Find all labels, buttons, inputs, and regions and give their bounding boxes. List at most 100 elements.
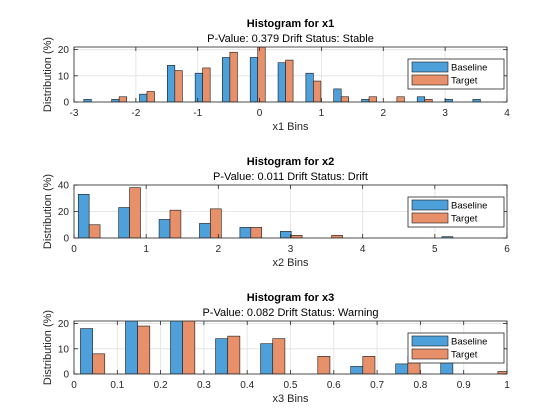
legend-swatch-baseline	[411, 335, 449, 347]
chart-title: Histogram for x2	[247, 156, 334, 168]
bar-baseline	[416, 96, 426, 102]
bar-baseline	[167, 65, 176, 102]
x-tick-label: 3	[442, 108, 448, 119]
bar-target	[396, 96, 405, 102]
x-tick-label: -2	[131, 108, 140, 119]
chart-title: Histogram for x3	[247, 292, 334, 304]
y-tick-label: 0	[63, 234, 69, 245]
x-axis-label: x3 Bins	[272, 393, 309, 405]
y-tick-label: 40	[58, 181, 70, 192]
x-tick-label: 0.7	[370, 380, 384, 391]
bar-target	[497, 371, 507, 374]
bar-baseline	[305, 72, 314, 102]
bar-baseline	[333, 88, 342, 102]
chart-title: Histogram for x1	[247, 18, 334, 30]
y-axis-label: Distribution (%)	[42, 310, 54, 385]
legend-label-baseline: Baseline	[451, 201, 487, 212]
y-tick-label: 10	[58, 71, 70, 82]
legend: Baseline Target	[407, 196, 505, 228]
bar-baseline	[118, 207, 130, 238]
bar-target	[92, 353, 106, 374]
bar-baseline	[395, 363, 409, 374]
bar-target	[362, 356, 376, 374]
bar-target	[290, 235, 303, 238]
axes-box	[73, 46, 508, 103]
bar-target	[88, 224, 101, 238]
chart-subtitle: P-Value: 0.379 Drift Status: Stable	[207, 33, 374, 45]
bar-target	[250, 227, 263, 238]
bar-target	[272, 338, 286, 374]
legend-label-baseline: Baseline	[451, 63, 487, 74]
legend-swatch-target	[411, 348, 449, 360]
bar-group	[83, 47, 481, 102]
bar-baseline	[215, 338, 229, 374]
bar-baseline	[77, 193, 90, 238]
bar-baseline	[158, 219, 171, 238]
x-tick-label: 0	[257, 108, 263, 119]
bar-baseline	[350, 366, 364, 374]
x-tick-label: 0.9	[457, 380, 471, 391]
bar-baseline	[441, 236, 454, 238]
x-tick-label: 4	[504, 108, 510, 119]
bar-target	[202, 67, 211, 102]
bar-target	[129, 187, 141, 238]
bar-target	[174, 70, 183, 102]
x-tick-label: 5	[432, 244, 438, 255]
x-tick-label: 2	[381, 108, 387, 119]
legend-swatch-target	[411, 74, 449, 86]
legend-label-baseline: Baseline	[451, 337, 487, 348]
histogram-panel-2: 0 1 2 3 4 5 6 0 20 40 Histogram for x2 P-Value: 0.0…	[42, 156, 510, 269]
x-tick-label: 1	[143, 244, 149, 255]
y-tick-label: 0	[63, 370, 69, 381]
bar-target	[210, 208, 222, 238]
x-tick-label: 0.1	[110, 380, 124, 391]
legend-swatch-baseline	[411, 199, 449, 211]
chart-subtitle: P-Value: 0.082 Drift Status: Warning	[202, 307, 378, 319]
legend-swatch-baseline	[411, 61, 449, 73]
y-axis-label: Distribution (%)	[42, 37, 54, 112]
y-tick-label: 20	[58, 207, 70, 218]
x-tick-label: 2	[216, 244, 222, 255]
bar-baseline	[139, 93, 148, 102]
histogram-panel-1: -3 -2 -1 0 1 2 3 4 0 10 20 Histogram for x1 P-Value:…	[42, 18, 510, 133]
bar-baseline	[260, 343, 274, 374]
y-axis-label: Distribution (%)	[42, 174, 54, 249]
bar-baseline	[280, 231, 292, 238]
bar-baseline	[199, 223, 211, 238]
x-tick-label: 0.4	[240, 380, 254, 391]
bar-target	[285, 59, 294, 102]
bar-target	[368, 96, 377, 102]
bar-baseline	[125, 321, 138, 374]
x-tick-label: 1	[504, 380, 510, 391]
bar-baseline	[249, 57, 259, 102]
x-tick-label: 1	[319, 108, 325, 119]
x-tick-label: 0.5	[284, 380, 298, 391]
legend-label-target: Target	[451, 350, 478, 361]
bar-baseline	[239, 227, 252, 238]
x-tick-label: 0.3	[197, 380, 211, 391]
x-axis-label: x1 Bins	[272, 121, 309, 133]
bar-target	[331, 235, 343, 238]
bar-target	[118, 96, 127, 102]
bar-target	[229, 51, 238, 102]
bar-baseline	[194, 72, 203, 102]
legend-label-target: Target	[451, 214, 478, 225]
bar-target	[227, 335, 241, 374]
bar-baseline	[222, 57, 231, 102]
bar-target	[257, 47, 266, 102]
bar-target	[146, 91, 155, 102]
y-tick-label: 20	[58, 319, 70, 330]
x-tick-label: -1	[193, 108, 202, 119]
bar-target	[169, 209, 182, 238]
bar-target	[340, 96, 350, 102]
x-tick-label: 3	[288, 244, 294, 255]
legend-label-target: Target	[451, 76, 478, 87]
x-tick-label: 4	[360, 244, 366, 255]
y-tick-label: 0	[63, 98, 69, 109]
x-tick-label: 6	[504, 244, 510, 255]
legend-swatch-target	[411, 212, 449, 224]
bar-group	[77, 187, 454, 238]
x-tick-label: -3	[70, 108, 79, 119]
chart-subtitle: P-Value: 0.011 Drift Status: Drift	[213, 171, 368, 183]
